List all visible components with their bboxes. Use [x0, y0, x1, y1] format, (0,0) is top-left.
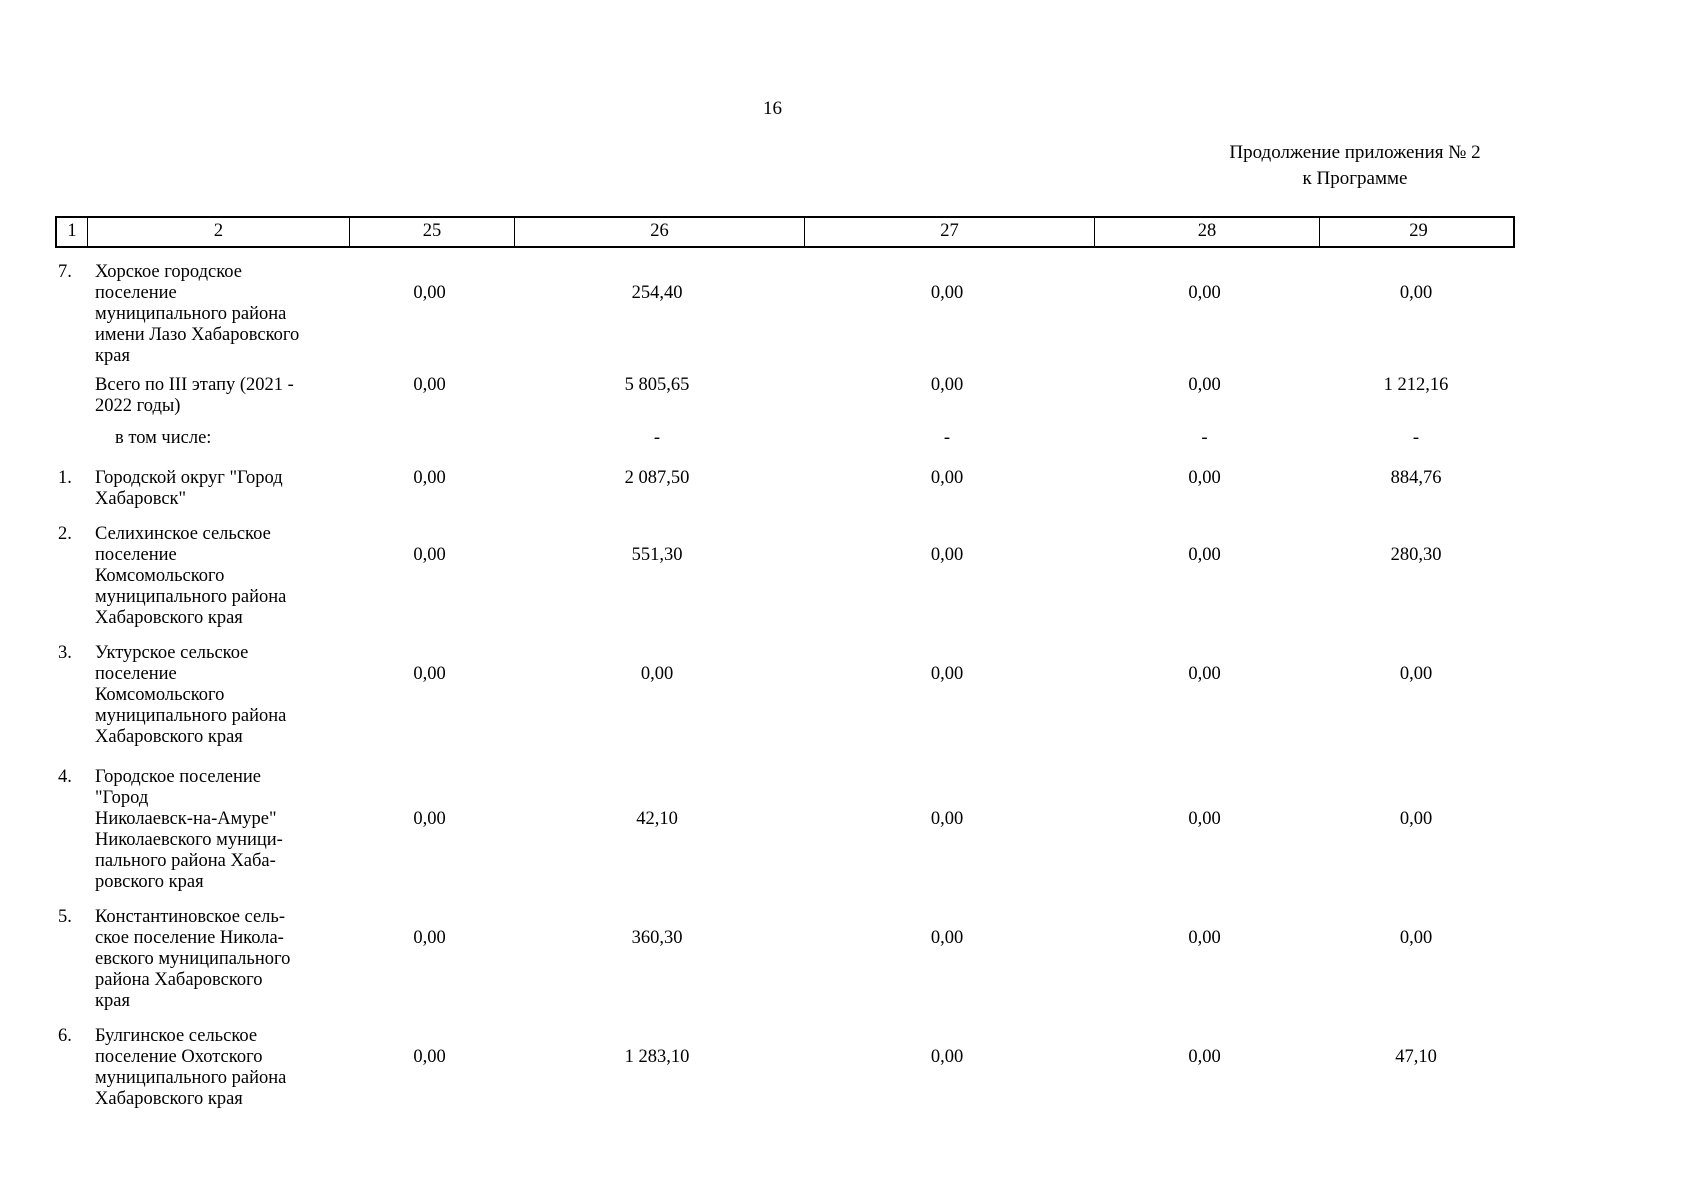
cell-col-27: 0,00 — [930, 375, 964, 395]
row-name: Булгинское сельское поселение Охотского … — [95, 1026, 287, 1109]
appendix-caption-line2: к Программе — [1302, 168, 1408, 189]
cell-col-26: 254,40 — [631, 283, 683, 303]
cell-col-28: - — [1201, 428, 1208, 448]
cell-col-26: 0,00 — [640, 664, 674, 684]
cell-col-26: 360,30 — [631, 928, 683, 948]
row-name: Городское поселение "Город Николаевск-на… — [95, 767, 283, 892]
table-header-row: 1 2 25 26 27 28 29 — [55, 216, 1515, 248]
row-number — [55, 375, 85, 417]
cell-col-29: 1 212,16 — [1383, 375, 1449, 395]
cell-col-28: 0,00 — [1188, 928, 1221, 948]
cell-col-26: 2 087,50 — [624, 468, 690, 488]
cell-col-26: 42,10 — [636, 809, 678, 829]
cell-col-26: 1 283,10 — [624, 1047, 690, 1067]
cell-col-25: 0,00 — [413, 468, 446, 488]
row-number: 3. — [58, 643, 72, 663]
page-number: 16 — [763, 98, 782, 119]
row-name: Городской округ "Город Хабаровск" — [95, 468, 283, 509]
cell-col-29: 0,00 — [1399, 809, 1433, 829]
row-number: 4. — [58, 767, 72, 787]
cell-col-28: 0,00 — [1188, 809, 1221, 829]
appendix-caption: Продолжение приложения № 2 к Программе — [1195, 140, 1515, 192]
cell-col-26: 5 805,65 — [624, 375, 690, 395]
row-number: 1. — [58, 468, 72, 488]
cell-col-25: 0,00 — [413, 664, 446, 684]
header-col-26: 26 — [514, 218, 804, 246]
cell-col-27: 0,00 — [930, 283, 964, 303]
header-col-29: 29 — [1319, 218, 1517, 246]
row-number: 6. — [58, 1026, 72, 1046]
cell-col-29: 47,10 — [1395, 1047, 1437, 1067]
table-row-total-stage3: Всего по III этапу (2021 - 2022 годы) 0,… — [55, 375, 1515, 417]
cell-col-25: 0,00 — [413, 928, 446, 948]
cell-col-27: 0,00 — [930, 545, 964, 565]
cell-col-28: 0,00 — [1188, 375, 1221, 395]
row-number: 5. — [58, 907, 72, 927]
cell-col-25: 0,00 — [413, 809, 446, 829]
cell-col-29: 0,00 — [1399, 283, 1433, 303]
table-row: 1. Городской округ "Город Хабаровск" 0,0… — [55, 468, 1515, 510]
appendix-caption-line1: Продолжение приложения № 2 — [1229, 142, 1481, 163]
table-row: 4. Городское поселение "Город Николаевск… — [55, 767, 1515, 893]
row-name: в том числе: — [115, 428, 212, 448]
row-name: Всего по III этапу (2021 - 2022 годы) — [95, 375, 294, 416]
cell-col-27: 0,00 — [930, 664, 964, 684]
table-row: 5. Константиновское сель- ское поселение… — [55, 907, 1515, 1012]
cell-col-26: - — [653, 428, 661, 448]
header-col-25: 25 — [349, 218, 514, 246]
table-body: 7. Хорское городское поселение муниципал… — [55, 262, 1515, 1110]
cell-col-29: 884,76 — [1390, 468, 1442, 488]
cell-col-25 — [347, 428, 512, 449]
cell-col-28: 0,00 — [1188, 468, 1221, 488]
row-number: 2. — [58, 524, 72, 544]
cell-col-27: - — [943, 428, 951, 448]
data-table: 1 2 25 26 27 28 29 7. Хорское городское … — [55, 216, 1515, 1110]
header-col-1: 1 — [67, 221, 77, 241]
cell-col-28: 0,00 — [1188, 283, 1221, 303]
table-row: 2. Селихинское сельское поселение Комсом… — [55, 524, 1515, 629]
header-col-27: 27 — [804, 218, 1094, 246]
header-col-2: 2 — [87, 218, 349, 246]
cell-col-27: 0,00 — [930, 809, 964, 829]
cell-col-29: - — [1412, 428, 1420, 448]
cell-col-25: 0,00 — [413, 545, 446, 565]
table-row: 7. Хорское городское поселение муниципал… — [55, 262, 1515, 367]
row-name: Уктурское сельское поселение Комсомольск… — [95, 643, 287, 747]
cell-col-27: 0,00 — [930, 928, 964, 948]
table-row: 6. Булгинское сельское поселение Охотско… — [55, 1026, 1515, 1110]
header-col-28: 28 — [1094, 218, 1319, 246]
cell-col-29: 0,00 — [1399, 928, 1433, 948]
cell-col-25: 0,00 — [413, 375, 446, 395]
table-row: 3. Уктурское сельское поселение Комсомол… — [55, 643, 1515, 748]
row-number — [55, 428, 85, 449]
cell-col-27: 0,00 — [930, 468, 964, 488]
cell-col-25: 0,00 — [413, 283, 446, 303]
cell-col-28: 0,00 — [1188, 545, 1221, 565]
row-name: Хорское городское поселение муниципально… — [95, 262, 300, 366]
table-row-including: в том числе: - - - - — [55, 428, 1515, 449]
row-number: 7. — [58, 262, 72, 282]
row-name: Селихинское сельское поселение Комсомоль… — [95, 524, 287, 628]
row-name: Константиновское сель- ское поселение Ни… — [95, 907, 291, 1011]
cell-col-28: 0,00 — [1188, 1047, 1221, 1067]
cell-col-26: 551,30 — [631, 545, 683, 565]
cell-col-25: 0,00 — [413, 1047, 446, 1067]
cell-col-28: 0,00 — [1188, 664, 1221, 684]
cell-col-29: 280,30 — [1390, 545, 1442, 565]
cell-col-27: 0,00 — [930, 1047, 964, 1067]
cell-col-29: 0,00 — [1399, 664, 1433, 684]
